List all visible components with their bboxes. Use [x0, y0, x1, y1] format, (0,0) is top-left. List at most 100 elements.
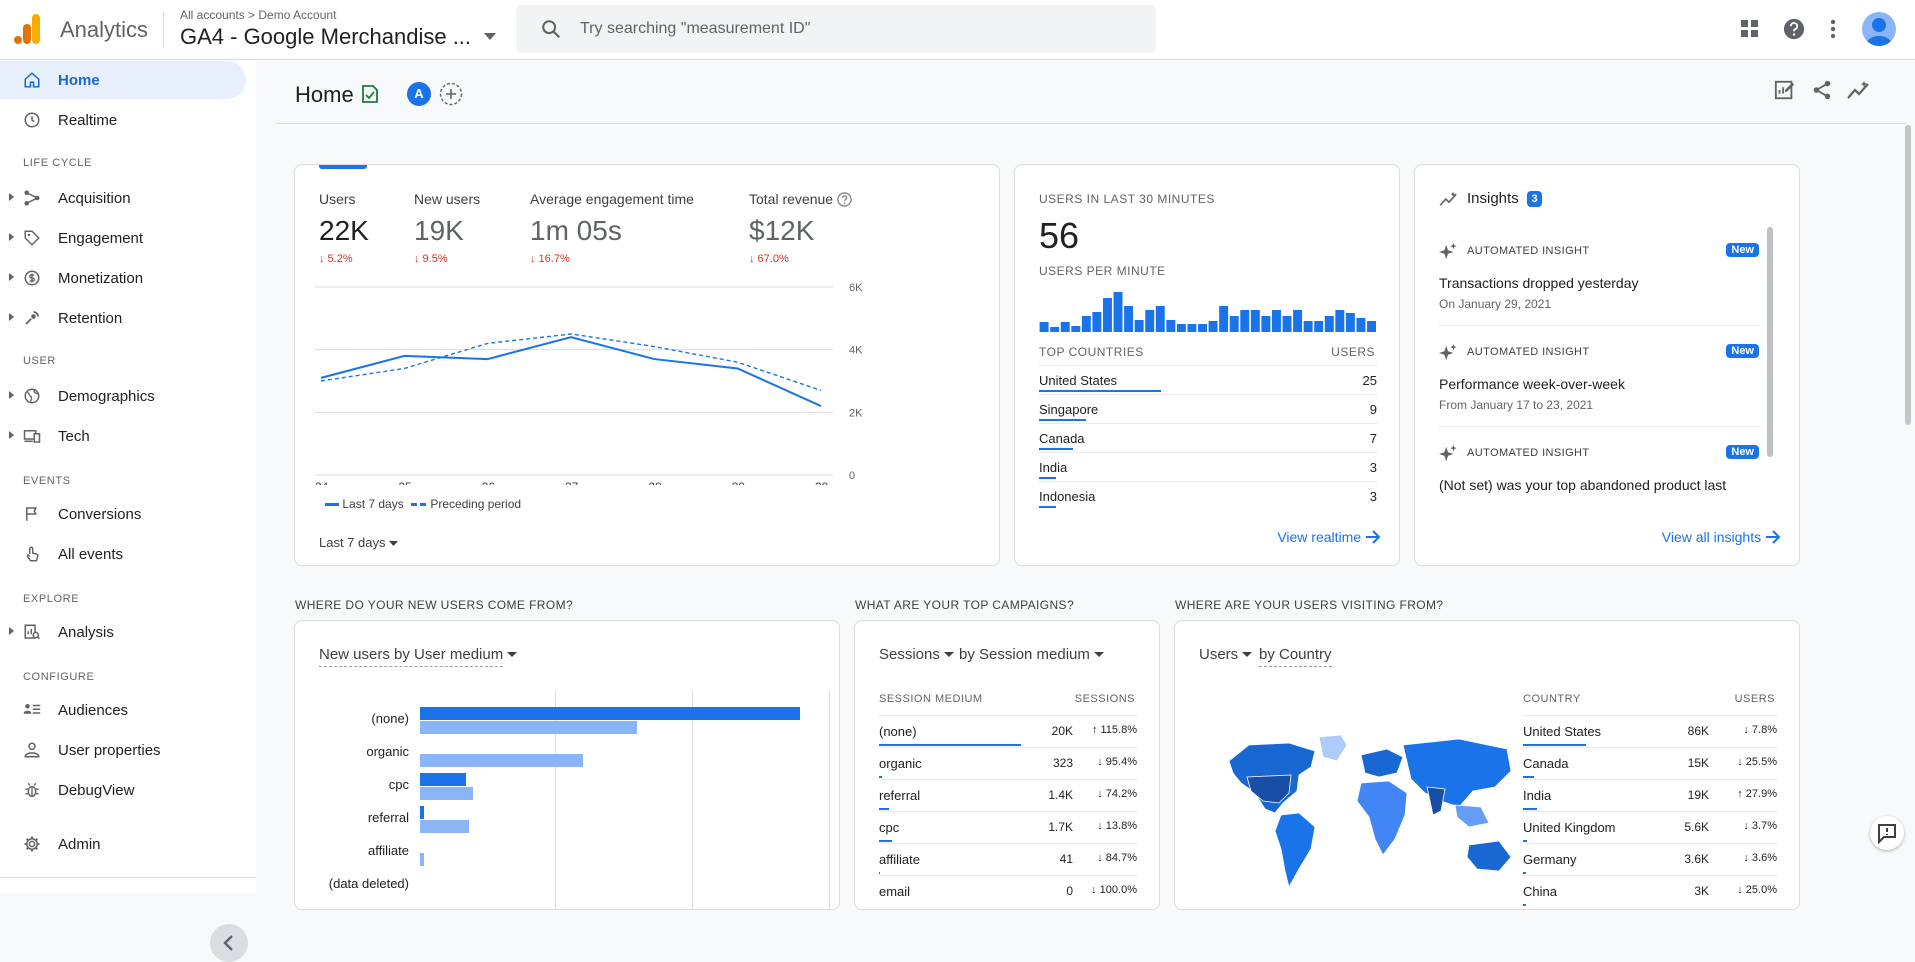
minute-bar[interactable] [1240, 310, 1250, 332]
minute-bar[interactable] [1166, 320, 1176, 332]
map-region-asia[interactable] [1402, 738, 1512, 808]
minute-bar[interactable] [1071, 326, 1081, 332]
property-selector[interactable]: GA4 - Google Merchandise ... [180, 24, 472, 49]
minute-bar[interactable] [1124, 306, 1134, 332]
country-row[interactable]: Singapore 9 [1039, 394, 1377, 423]
chevron-down-icon[interactable] [484, 33, 496, 40]
avatar[interactable] [1862, 12, 1896, 46]
table-row[interactable]: (none) 20K ↑ 115.8% [879, 715, 1137, 747]
metric-dropdown[interactable]: Sessions [879, 646, 955, 663]
map-region-europe[interactable] [1360, 748, 1404, 778]
share-icon[interactable] [1811, 79, 1833, 101]
sidebar-item-monetization[interactable]: Monetization [0, 259, 246, 297]
caret-right-icon[interactable] [9, 313, 14, 321]
minute-bar[interactable] [1261, 316, 1271, 332]
caret-right-icon[interactable] [9, 273, 14, 281]
minute-bar[interactable] [1219, 306, 1229, 332]
minute-bar[interactable] [1335, 310, 1345, 332]
table-row[interactable]: China 3K ↓ 25.0% [1523, 875, 1777, 907]
metric-tab-new-users[interactable]: New users 19K ↓ 9.5% [414, 191, 480, 265]
minute-bar[interactable] [1145, 310, 1155, 332]
analytics-logo-icon[interactable] [14, 14, 42, 44]
minute-bar[interactable] [1155, 306, 1165, 332]
table-row[interactable]: cpc 1.7K ↓ 13.8% [879, 811, 1137, 843]
map-region-greenland[interactable] [1318, 734, 1348, 762]
caret-right-icon[interactable] [9, 627, 14, 635]
table-row[interactable]: organic 323 ↓ 95.4% [879, 747, 1137, 779]
users-per-minute-chart[interactable] [1039, 290, 1377, 332]
minute-bar[interactable] [1356, 318, 1366, 332]
minute-bar[interactable] [1271, 310, 1281, 332]
sidebar-item-admin[interactable]: Admin [0, 825, 246, 863]
view-realtime-link[interactable]: View realtime [1277, 529, 1381, 545]
comparison-badge[interactable]: A [407, 82, 431, 106]
users-line-chart[interactable]: 6K4K2K024252627282930Jan [315, 275, 995, 485]
minute-bar[interactable] [1176, 324, 1186, 332]
search-bar[interactable]: Try searching "measurement ID" [516, 5, 1156, 53]
table-row[interactable]: Germany 3.6K ↓ 3.6% [1523, 843, 1777, 875]
table-row[interactable]: United Kingdom 5.6K ↓ 3.7% [1523, 811, 1777, 843]
customize-report-icon[interactable] [1774, 79, 1796, 101]
minute-bar[interactable] [1324, 316, 1334, 332]
date-range-dropdown[interactable]: Last 7 days [319, 535, 399, 550]
caret-right-icon[interactable] [9, 233, 14, 241]
minute-bar[interactable] [1208, 321, 1218, 332]
minute-bar[interactable] [1198, 324, 1207, 332]
map-region-africa[interactable] [1356, 780, 1408, 856]
sidebar-item-user-properties[interactable]: User properties [0, 731, 246, 769]
world-map[interactable] [1219, 731, 1519, 910]
table-row[interactable]: Canada 15K ↓ 25.5% [1523, 747, 1777, 779]
sidebar-item-audiences[interactable]: Audiences [0, 691, 246, 729]
sidebar-item-analysis[interactable]: Analysis [0, 613, 246, 651]
minute-bar[interactable] [1187, 324, 1197, 332]
minute-bar[interactable] [1113, 292, 1123, 332]
dimension-dropdown[interactable]: by Country [1259, 646, 1332, 667]
view-all-insights-link[interactable]: View all insights [1662, 529, 1781, 545]
feedback-button[interactable] [1870, 816, 1904, 850]
apps-grid-icon[interactable] [1741, 20, 1759, 38]
dimension-dropdown[interactable]: by Session medium [959, 646, 1105, 663]
country-row[interactable]: United States 25 [1039, 365, 1377, 394]
insight-item[interactable]: AUTOMATED INSIGHT New Performance week-o… [1439, 342, 1759, 442]
minute-bar[interactable] [1250, 310, 1260, 332]
minute-bar[interactable] [1081, 316, 1091, 332]
breadcrumb[interactable]: All accounts > Demo Account [180, 8, 337, 22]
help-icon[interactable] [1783, 18, 1805, 40]
sidebar-item-home[interactable]: Home [0, 61, 246, 99]
caret-right-icon[interactable] [9, 193, 14, 201]
metric-tab-engagement-time[interactable]: Average engagement time 1m 05s ↓ 16.7% [530, 191, 694, 265]
table-row[interactable]: United States 86K ↓ 7.8% [1523, 715, 1777, 747]
map-region-south-america[interactable] [1274, 812, 1316, 889]
insight-item[interactable]: AUTOMATED INSIGHT New Transactions dropp… [1439, 241, 1759, 341]
map-region-australia[interactable] [1466, 840, 1512, 872]
series-line-previous[interactable] [320, 333, 822, 392]
insights-icon[interactable] [1847, 79, 1871, 101]
add-comparison-icon[interactable] [439, 82, 463, 106]
table-row[interactable]: affiliate 41 ↓ 84.7% [879, 843, 1137, 875]
dimension-dropdown[interactable]: New users by User medium [319, 646, 518, 667]
metric-dropdown[interactable]: Users [1199, 646, 1253, 663]
caret-right-icon[interactable] [9, 431, 14, 439]
minute-bar[interactable] [1345, 313, 1355, 332]
caret-right-icon[interactable] [9, 391, 14, 399]
metric-tab-users[interactable]: Users 22K ↓ 5.2% [319, 191, 369, 265]
sidebar-item-acquisition[interactable]: Acquisition [0, 179, 246, 217]
metric-tab-total-revenue[interactable]: Total revenue $12K ↓ 67.0% [749, 191, 852, 265]
map-region-southeast-asia[interactable] [1454, 804, 1490, 828]
map-region-india[interactable] [1426, 786, 1446, 816]
minute-bar[interactable] [1050, 327, 1060, 332]
minute-bar[interactable] [1060, 322, 1070, 332]
collapse-sidebar-button[interactable] [210, 924, 248, 962]
table-row[interactable]: referral 1.4K ↓ 74.2% [879, 779, 1137, 811]
sidebar-item-engagement[interactable]: Engagement [0, 219, 246, 257]
sidebar-item-retention[interactable]: Retention [0, 299, 246, 337]
minute-bar[interactable] [1039, 322, 1049, 332]
sidebar-item-conversions[interactable]: Conversions [0, 495, 246, 533]
page-scrollbar[interactable] [1905, 125, 1911, 425]
series-line-current[interactable] [320, 336, 822, 407]
table-row[interactable]: email 0 ↓ 100.0% [879, 875, 1137, 907]
help-outline-icon[interactable] [837, 192, 852, 207]
insight-item[interactable]: AUTOMATED INSIGHT New (Not set) was your… [1439, 443, 1759, 493]
country-row[interactable]: Canada 7 [1039, 423, 1377, 452]
minute-bar[interactable] [1092, 312, 1102, 332]
